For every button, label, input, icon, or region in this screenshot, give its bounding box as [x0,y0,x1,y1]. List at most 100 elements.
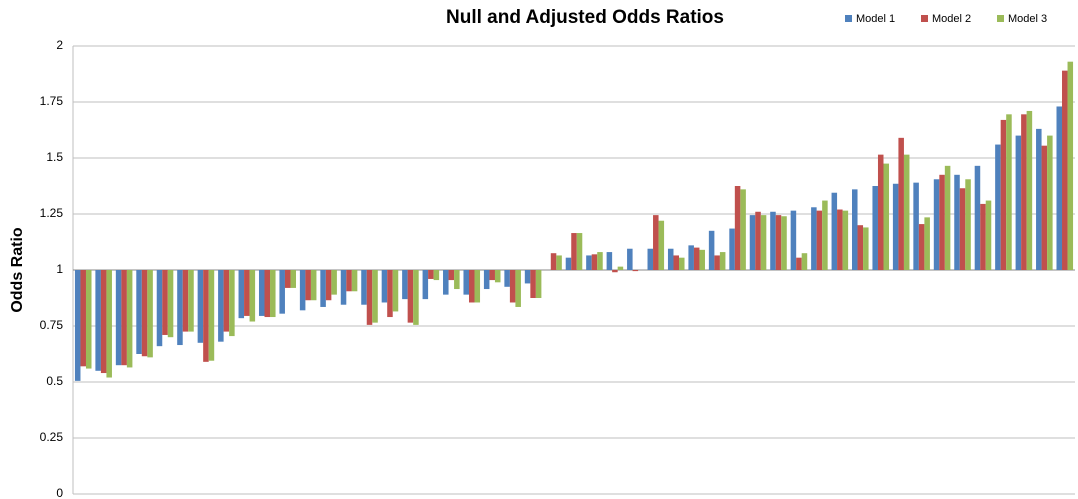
bar [985,200,992,270]
bar [264,270,271,318]
bar [504,270,510,287]
bar [535,270,542,298]
bar [591,254,598,270]
bar [688,245,694,270]
bar [126,270,133,368]
bar [606,252,613,270]
bar [387,270,393,318]
bar [156,270,163,347]
bar [463,270,469,295]
bar [474,270,481,303]
bar [781,216,787,270]
bar [223,270,230,332]
legend-label: Model 2 [932,13,971,25]
bar [203,270,209,362]
bar [197,270,204,343]
bar [530,270,536,298]
bar [454,270,460,290]
y-tick-label: 2 [56,38,63,52]
bar [100,270,107,374]
y-tick-label: 1.25 [40,206,64,220]
bar [177,270,183,346]
bar [627,248,633,270]
bar [790,210,797,270]
bar [1036,128,1042,270]
bar [933,179,940,270]
bar [822,200,828,270]
bar [115,270,122,366]
bar [1047,135,1053,270]
bar [1026,110,1033,271]
bar [85,270,92,369]
bar [524,270,531,284]
bar [708,230,715,270]
bar [863,227,869,270]
bar [995,144,1001,270]
bar [658,220,665,270]
bar [760,215,767,270]
bar [331,270,337,295]
bar [816,210,823,270]
bar [95,270,101,371]
bar [372,270,378,323]
bar [699,249,705,270]
bar [673,255,680,270]
bar [147,270,153,358]
bar [852,189,858,270]
bar [483,270,490,290]
bar [647,248,654,270]
y-tick-label: 0.25 [40,430,64,444]
bar [244,270,250,316]
bar [939,174,945,270]
bar [290,270,296,288]
bar [208,270,215,361]
bar [811,207,817,270]
bar [182,270,189,332]
bar [515,270,521,307]
bar [831,192,838,270]
bar [597,252,603,270]
bar [392,270,399,312]
bar [310,270,317,301]
y-tick-label: 0.75 [40,318,64,332]
bar [667,248,674,270]
bar [653,215,659,270]
bar [468,270,475,303]
bar [167,270,174,338]
bar [325,270,332,301]
bar [1006,114,1012,270]
bar [872,186,878,270]
y-axis-title: Odds Ratio [9,227,26,313]
bar [80,270,86,367]
legend-swatch [921,15,928,22]
bar [571,233,577,270]
bar [944,165,951,270]
bar [556,255,562,270]
bar [381,270,388,303]
bar [965,179,971,270]
bar [433,270,440,281]
bar [1021,114,1027,270]
bar [693,247,700,270]
bar [340,270,347,305]
bar [346,270,352,292]
bar [918,224,925,270]
bar [351,270,358,292]
bar [366,270,373,325]
bar [612,270,618,273]
bar [1015,135,1022,270]
bar [121,270,127,366]
bar [974,165,981,270]
bar [162,270,168,335]
bar [1056,106,1063,270]
bar [106,270,112,378]
bar [898,137,904,270]
bar [617,266,624,270]
bar [494,270,501,283]
y-tick-label: 1.5 [46,150,63,164]
legend-label: Model 3 [1008,13,1047,25]
bar [299,270,306,311]
bar [413,270,419,325]
bar [1000,119,1007,270]
